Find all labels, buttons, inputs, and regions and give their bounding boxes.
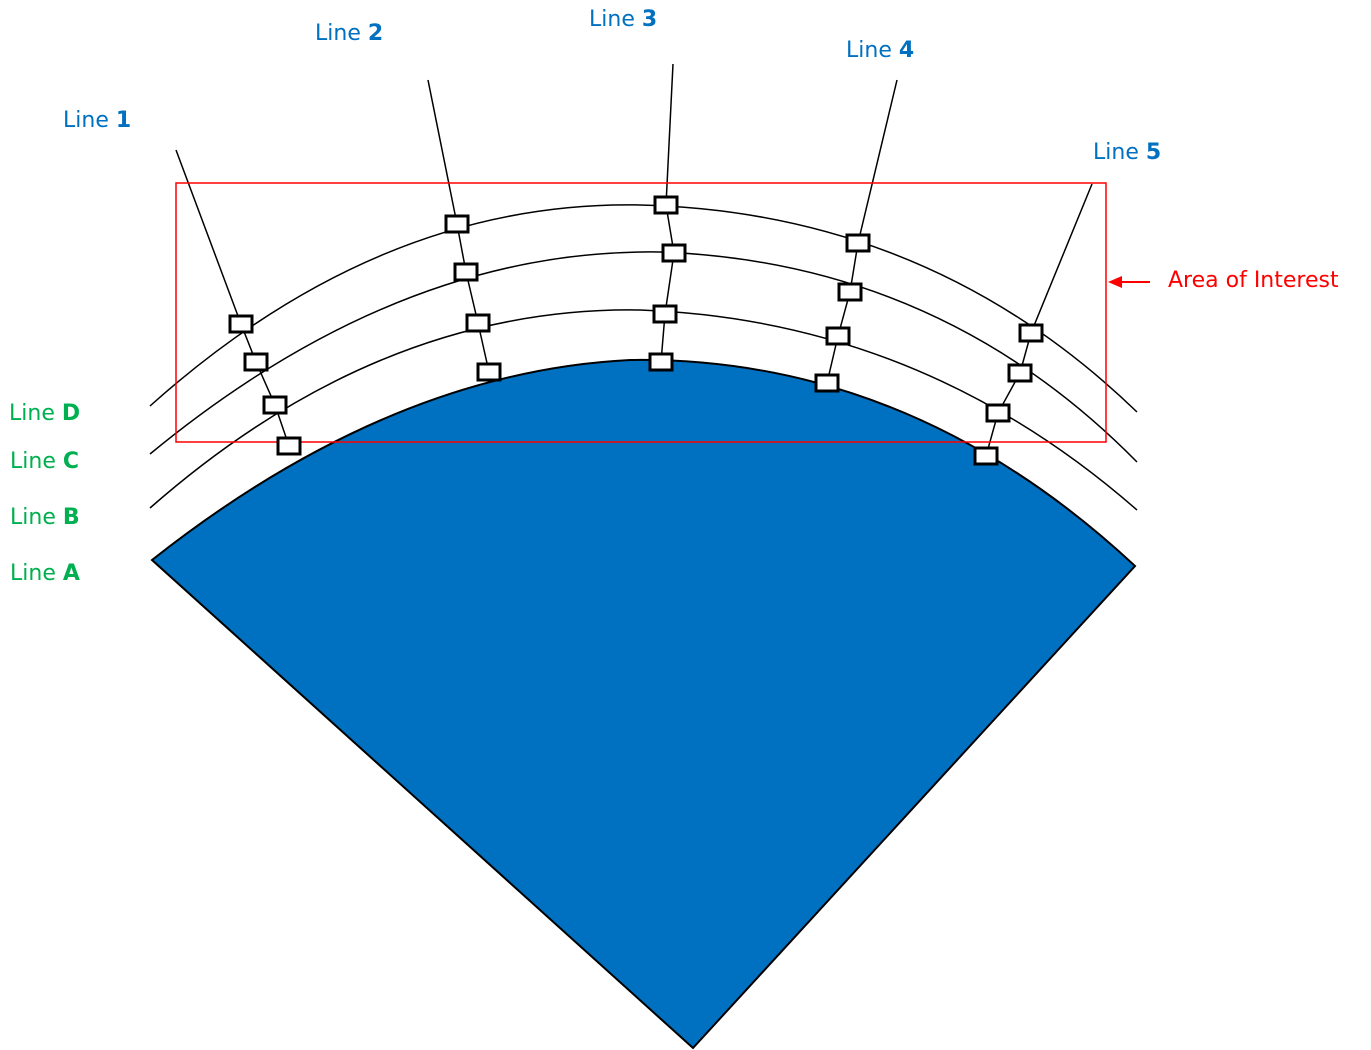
arc-line-label-c: Line C <box>10 451 79 473</box>
arc-label-prefix: Line <box>9 401 55 426</box>
radial-line-label-2: Line 2 <box>315 23 383 45</box>
square-marker-icon <box>264 397 286 413</box>
square-marker-icon <box>975 448 997 464</box>
square-marker-icon <box>987 405 1009 421</box>
arc-line-label-d: Line D <box>9 403 80 425</box>
radial-label-prefix: Line <box>1093 140 1139 165</box>
arc-label-letter: B <box>63 505 80 530</box>
square-marker-icon <box>278 438 300 454</box>
radial-line-label-1: Line 1 <box>63 110 131 132</box>
arc-label-prefix: Line <box>10 505 56 530</box>
arrow-left-icon <box>1108 276 1150 288</box>
arc-label-prefix: Line <box>10 449 56 474</box>
arc-label-letter: D <box>62 401 80 426</box>
square-marker-icon <box>655 197 677 213</box>
arc-label-prefix: Line <box>10 561 56 586</box>
radial-label-number: 3 <box>642 7 657 32</box>
radial-label-number: 5 <box>1146 140 1161 165</box>
area-of-interest-label: Area of Interest <box>1168 270 1339 292</box>
square-marker-icon <box>455 264 477 280</box>
square-marker-icon <box>245 354 267 370</box>
square-marker-icon <box>839 284 861 300</box>
arc-line-label-b: Line B <box>10 507 80 529</box>
arc-label-letter: A <box>63 561 80 586</box>
square-marker-icon <box>847 235 869 251</box>
radial-label-prefix: Line <box>846 38 892 63</box>
radial-line-label-3: Line 3 <box>589 9 657 31</box>
arc-line-label-a: Line A <box>10 563 80 585</box>
square-marker-icon <box>663 245 685 261</box>
radial-label-number: 4 <box>899 38 914 63</box>
square-marker-icon <box>446 216 468 232</box>
radial-line-label-5: Line 5 <box>1093 142 1161 164</box>
square-marker-icon <box>827 328 849 344</box>
radial-label-prefix: Line <box>63 108 109 133</box>
square-marker-icon <box>654 306 676 322</box>
radial-label-number: 2 <box>368 21 383 46</box>
square-marker-icon <box>230 316 252 332</box>
arc-label-letter: C <box>63 449 79 474</box>
square-marker-icon <box>816 375 838 391</box>
square-marker-icon <box>478 364 500 380</box>
square-marker-icon <box>1009 365 1031 381</box>
radial-line-label-4: Line 4 <box>846 40 914 62</box>
square-marker-icon <box>467 315 489 331</box>
radial-label-prefix: Line <box>315 21 361 46</box>
square-marker-icon <box>1020 325 1042 341</box>
radial-label-number: 1 <box>116 108 131 133</box>
radial-label-prefix: Line <box>589 7 635 32</box>
square-marker-icon <box>650 354 672 370</box>
